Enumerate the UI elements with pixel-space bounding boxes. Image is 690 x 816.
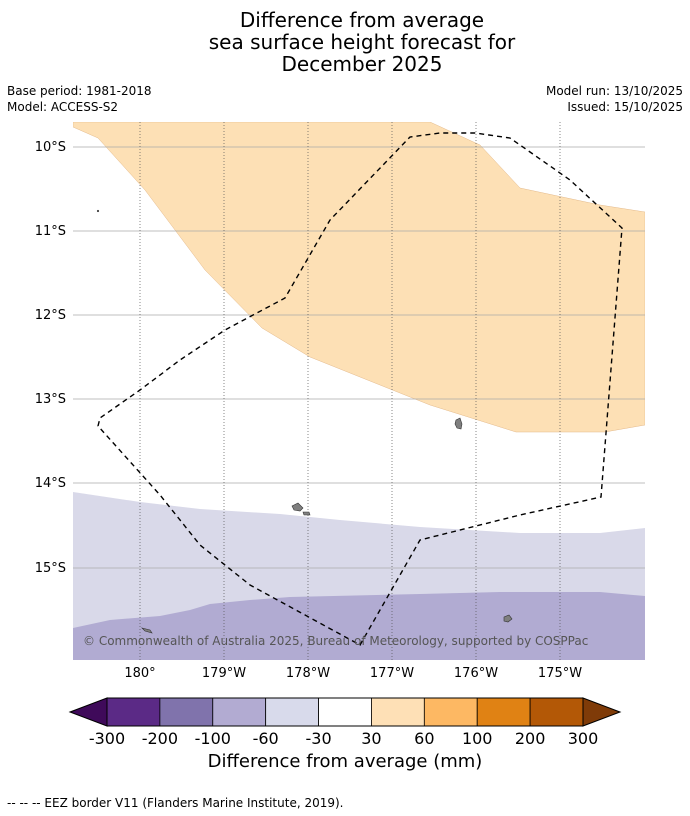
colorbar-cell [529,697,584,727]
colorbar-label: Difference from average (mm) [207,751,483,772]
colorbar: -300 -200 -100 -60 -30 30 60 100 200 300 [68,697,622,748]
island-alofi [302,511,311,516]
colorbar-tick-label: -100 [195,729,231,748]
island-niuafoou [503,614,513,623]
lon-labels: 180° 179°W 178°W 177°W 176°W 175°W [124,666,582,681]
island-wallis [454,417,463,430]
issued-date: Issued: 15/10/2025 [567,100,683,114]
islands [96,209,513,634]
warm-anomaly-region [73,122,645,433]
lat-label: 13°S [35,392,66,407]
colorbar-tick-label: -200 [142,729,178,748]
map-area: © Commonwealth of Australia 2025, Bureau… [73,122,645,660]
lat-label: 14°S [35,476,66,491]
colorbar-cell [476,697,531,727]
eez-border [97,132,623,646]
lon-label: 180° [124,666,155,681]
model-name: Model: ACCESS-S2 [7,100,119,114]
copyright-text: © Commonwealth of Australia 2025, Bureau… [83,634,588,648]
colorbar-tick-label: 30 [361,729,381,748]
lon-label: 178°W [286,666,330,681]
colorbar-tick-label: 100 [462,729,493,748]
colorbar-cell [106,697,161,727]
grid-lines [73,146,645,569]
colorbar-tick-label: -30 [305,729,331,748]
colorbar-tick-label: -300 [89,729,125,748]
island-futuna [291,502,304,512]
lat-label: 15°S [35,561,66,576]
colorbar-tick-label: 300 [568,729,599,748]
colorbar-cell [318,697,372,727]
lat-label: 12°S [35,308,66,323]
colorbar-tick-label: 60 [414,729,434,748]
island-dot [96,209,100,213]
lon-label: 179°W [202,666,246,681]
lon-label: 176°W [454,666,498,681]
base-period: Base period: 1981-2018 [7,84,152,98]
lat-label: 11°S [35,224,66,239]
colorbar-tick-label: -60 [253,729,279,748]
colorbar-extend-high [582,697,622,727]
cool-mid-region [73,592,645,660]
meta-left: Base period: 1981-2018 Model: ACCESS-S2 [7,83,152,115]
lon-label: 175°W [538,666,582,681]
colorbar-cell [159,697,214,727]
model-run: Model run: 13/10/2025 [545,84,683,98]
colorbar-extend-low [68,697,108,727]
colorbar-cell [265,697,319,727]
chart-title: Difference from average sea surface heig… [0,9,690,75]
lat-labels: 10°S 11°S 12°S 13°S 14°S 15°S [35,140,66,576]
title-line-2: sea surface height forecast for [208,30,516,54]
colorbar-cell [371,697,425,727]
title-line-3: December 2025 [281,52,443,76]
lat-label: 10°S [35,140,66,155]
eez-legend-text: -- -- -- EEZ border V11 (Flanders Marine… [7,796,344,810]
lon-label: 177°W [370,666,414,681]
colorbar-cell [423,697,478,727]
colorbar-cell [212,697,267,727]
colorbar-tick-label: 200 [515,729,546,748]
island-small [141,627,153,634]
title-line-1: Difference from average [239,8,485,32]
meta-right: Model run: 13/10/2025 Issued: 15/10/2025 [546,83,683,115]
